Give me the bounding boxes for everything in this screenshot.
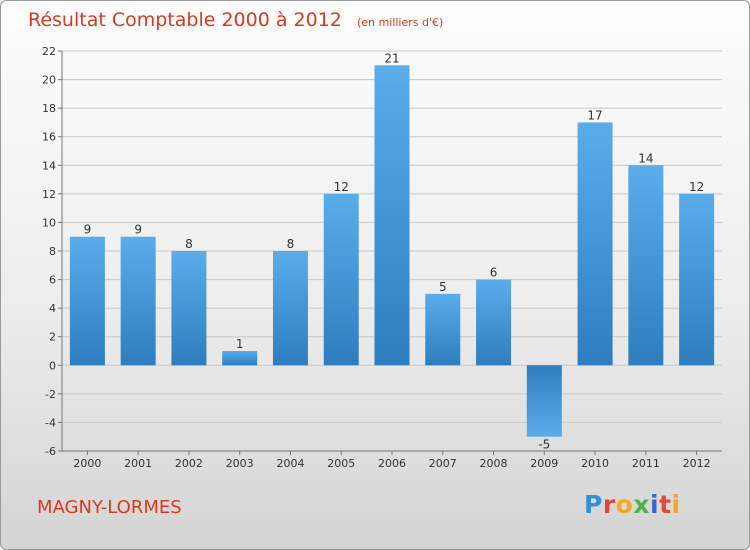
bar [476,279,512,366]
data-label: 14 [638,151,653,165]
bar [171,251,207,366]
proxiti-logo: Proxiti [584,490,681,519]
data-label: 21 [384,51,399,65]
data-label: 9 [84,223,92,237]
data-label: -5 [538,438,550,452]
bar [526,365,562,437]
bar [69,236,105,366]
y-tick-label: 2 [49,331,56,344]
bar [120,236,156,366]
y-tick-label: 4 [49,302,56,315]
logo-letter: r [602,490,616,519]
data-label: 17 [587,108,602,122]
data-label: 6 [490,266,498,280]
data-label: 9 [134,223,142,237]
x-tick-label: 2004 [276,457,304,470]
x-tick-label: 2008 [480,457,508,470]
y-tick-label: 18 [42,102,56,115]
logo-letter: i [671,490,681,519]
y-tick-label: 12 [42,188,56,201]
x-tick-label: 2005 [327,457,355,470]
title-row: Résultat Comptable 2000 à 2012 (en milli… [28,9,443,31]
bar [222,351,258,366]
data-label: 5 [439,280,447,294]
x-tick-label: 2012 [683,457,711,470]
bar [272,251,308,366]
x-tick-label: 2007 [429,457,457,470]
x-tick-label: 2002 [175,457,203,470]
bar [679,193,715,366]
y-tick-label: 10 [42,216,56,229]
y-tick-label: 8 [49,245,56,258]
y-tick-label: -2 [45,388,56,401]
data-label: 8 [287,237,295,251]
logo-letter: o [615,490,634,519]
data-label: 1 [236,337,244,351]
x-tick-label: 2006 [378,457,406,470]
x-tick-label: 2010 [581,457,609,470]
x-tick-label: 2009 [530,457,558,470]
y-tick-label: 14 [42,159,56,172]
x-tick-label: 2003 [226,457,254,470]
chart-title: Résultat Comptable 2000 à 2012 [28,9,342,31]
commune-name: MAGNY-LORMES [37,497,182,518]
x-tick-label: 2011 [632,457,660,470]
data-label: 12 [689,180,704,194]
data-label: 12 [334,180,349,194]
data-label: 8 [185,237,193,251]
y-tick-label: 6 [49,274,56,287]
y-tick-label: -6 [45,445,56,458]
chart-subtitle: (en milliers d'€) [356,16,444,29]
bar [323,193,359,366]
y-tick-label: 16 [42,131,56,144]
y-tick-label: 0 [49,359,56,372]
bar [577,122,613,366]
logo-letter: P [584,490,603,519]
logo-letter: i [650,490,660,519]
bar [374,65,410,366]
bar [628,165,664,366]
y-tick-label: -4 [45,416,56,429]
x-tick-label: 2001 [124,457,152,470]
y-tick-label: 22 [42,45,56,58]
logo-letter: t [659,490,672,519]
bar [425,293,461,366]
logo-letter: x [633,490,650,519]
y-tick-label: 20 [42,74,56,87]
x-tick-label: 2000 [73,457,101,470]
